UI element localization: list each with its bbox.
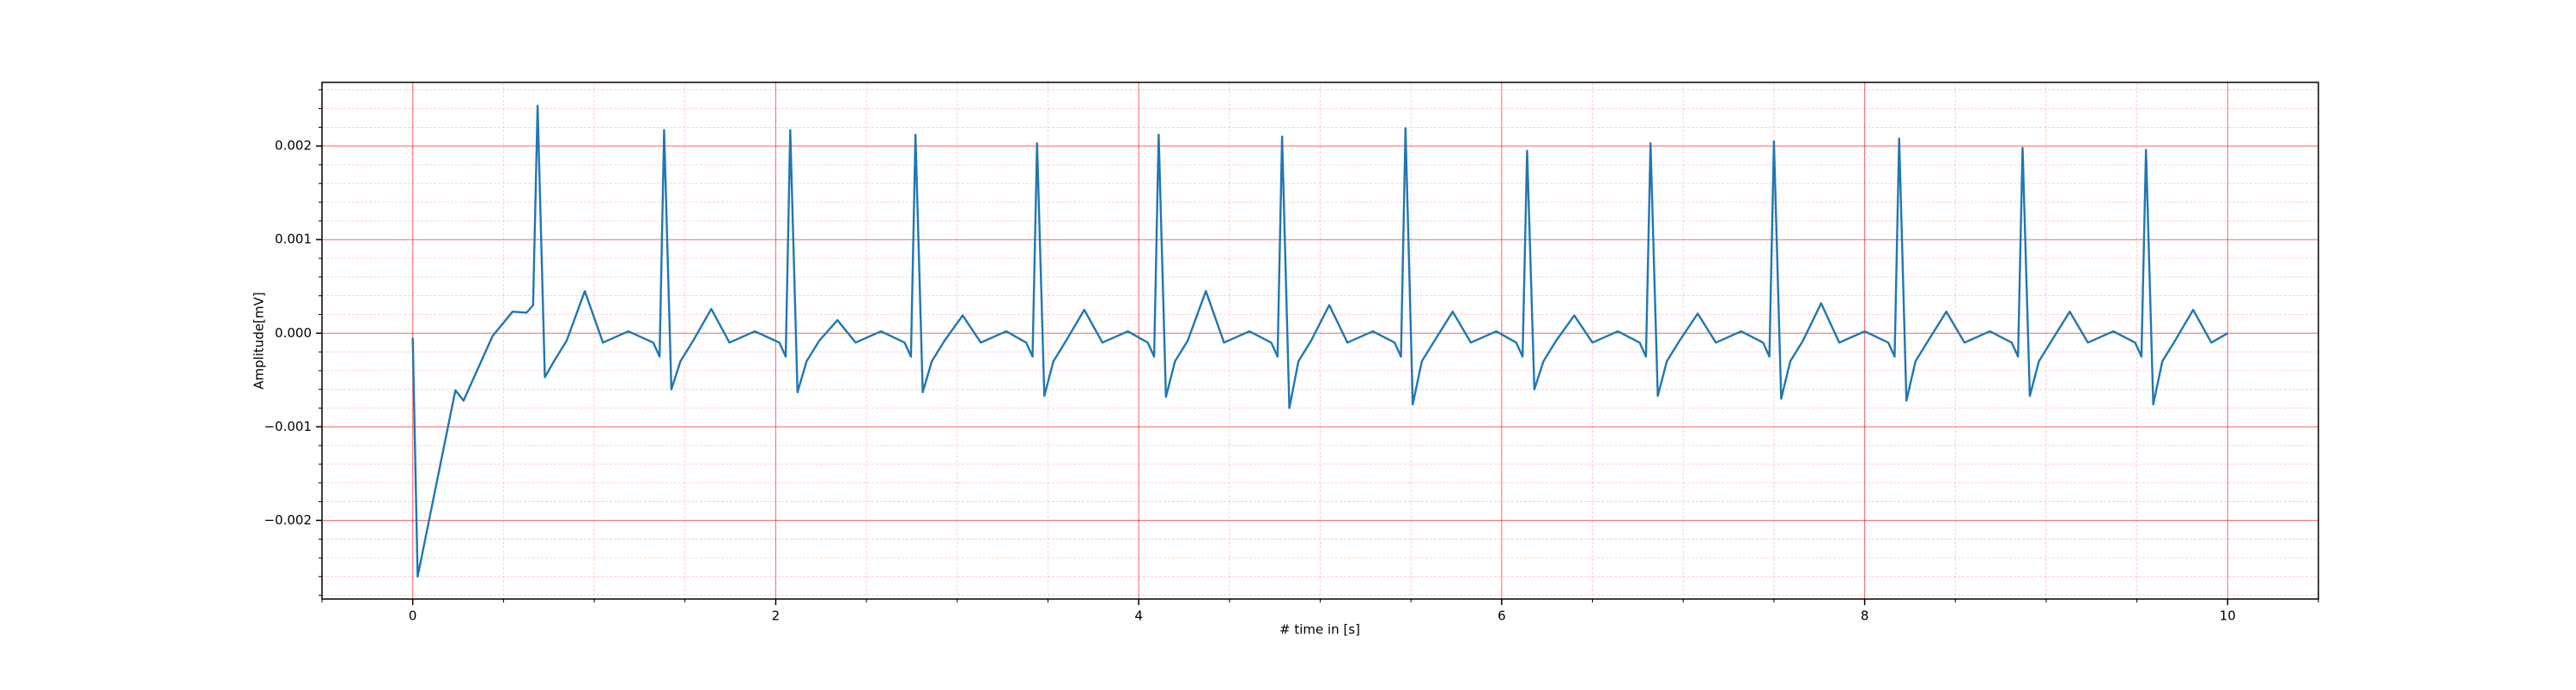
plot-frame (321, 82, 2319, 600)
y-axis-label: Amplitude[mV] (252, 292, 267, 389)
x-tick-label: 6 (1498, 608, 1506, 624)
y-tick-label: −0.001 (264, 419, 312, 434)
x-tick-label: 10 (2220, 608, 2236, 624)
x-axis-label: # time in [s] (1279, 622, 1360, 638)
x-tick-label: 4 (1134, 608, 1143, 624)
y-tick-label: 0.000 (275, 325, 312, 341)
x-tick-label: 0 (409, 608, 417, 624)
x-tick-label: 2 (772, 608, 781, 624)
y-tick-label: −0.002 (264, 512, 312, 528)
y-tick-label: 0.002 (275, 138, 312, 154)
ecg-line (411, 105, 2228, 578)
y-tick-label: 0.001 (275, 232, 312, 247)
x-tick-label: 8 (1861, 608, 1869, 624)
